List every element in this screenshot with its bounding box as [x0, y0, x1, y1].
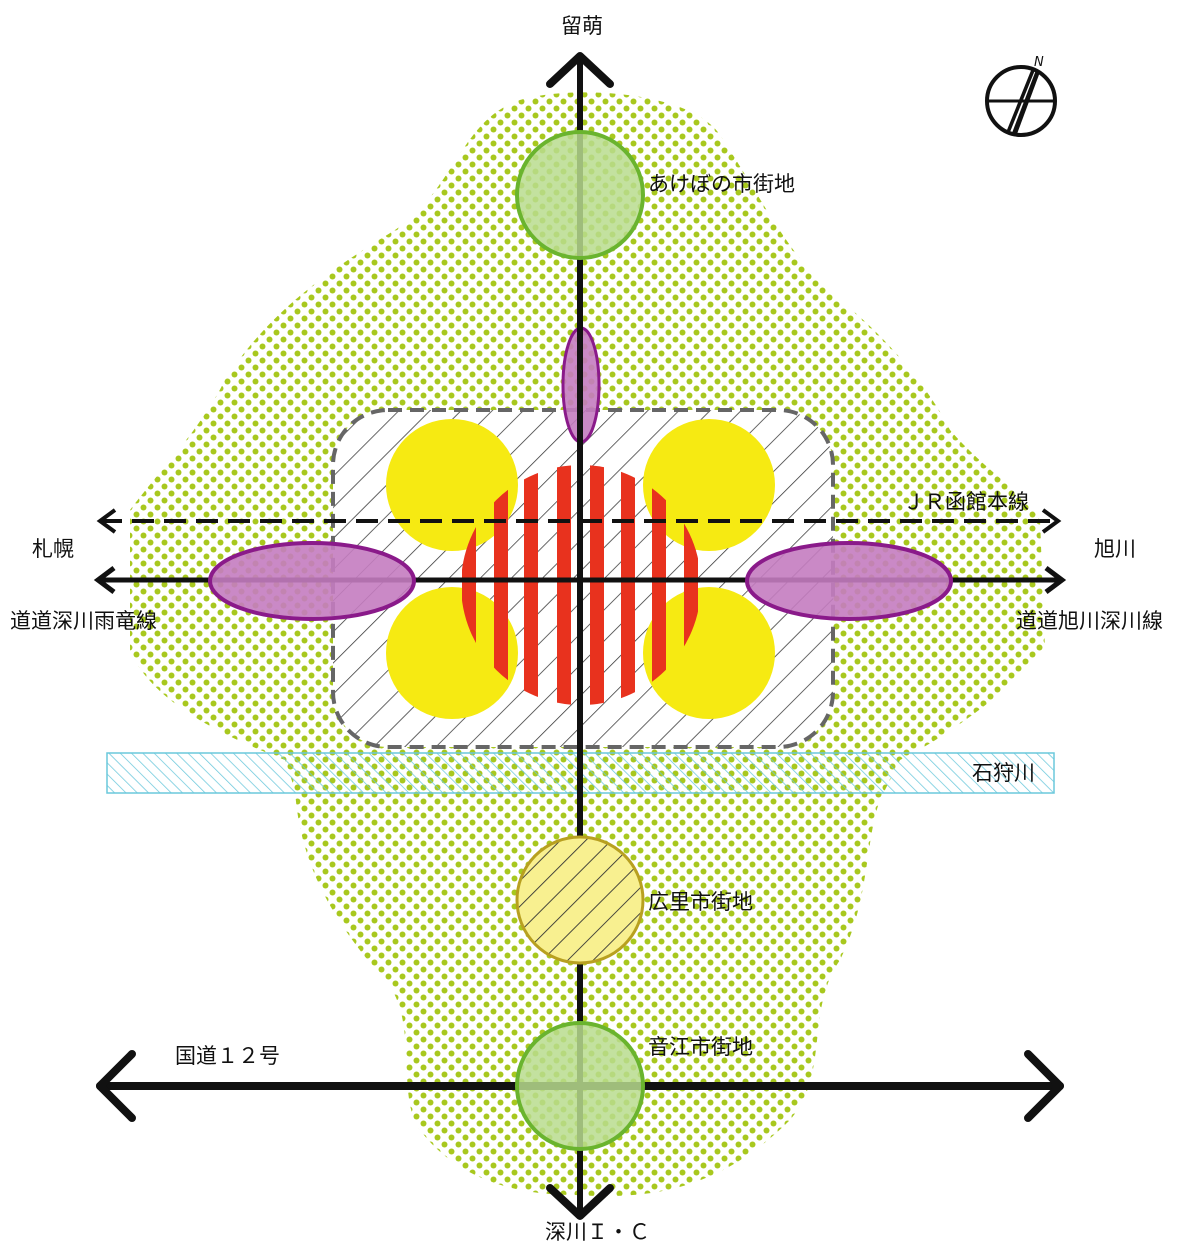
label-national-road: 国道１２号 [175, 1044, 280, 1068]
label-river: 石狩川 [972, 761, 1035, 785]
node-west [210, 543, 414, 619]
label-east-destination: 旭川 [1094, 537, 1136, 561]
node-akebono [517, 132, 643, 258]
yellow-zone-sw [386, 587, 518, 719]
yellow-zone-se [643, 587, 775, 719]
label-akebono: あけぼの市街地 [648, 172, 795, 196]
compass-icon: N [985, 55, 1057, 137]
label-north-destination: 留萌 [561, 14, 603, 38]
yellow-zone-nw [386, 419, 518, 551]
node-east [747, 543, 951, 619]
node-otoe [517, 1023, 643, 1149]
label-west-destination: 札幌 [32, 537, 74, 561]
label-rail-line: ＪＲ函館本線 [903, 490, 1029, 514]
label-otoe: 音江市街地 [648, 1035, 753, 1059]
yellow-zone-ne [643, 419, 775, 551]
compass-north-label: N [1034, 55, 1044, 70]
label-hirosato: 広里市街地 [648, 890, 753, 914]
label-east-road: 道道旭川深川線 [1016, 609, 1163, 633]
central-yellow-zones [386, 419, 775, 719]
rail-line [96, 508, 1062, 534]
label-south-destination: 深川Ｉ・Ｃ [545, 1220, 650, 1244]
node-hirosato [515, 835, 645, 965]
label-west-road: 道道深川雨竜線 [10, 609, 157, 633]
